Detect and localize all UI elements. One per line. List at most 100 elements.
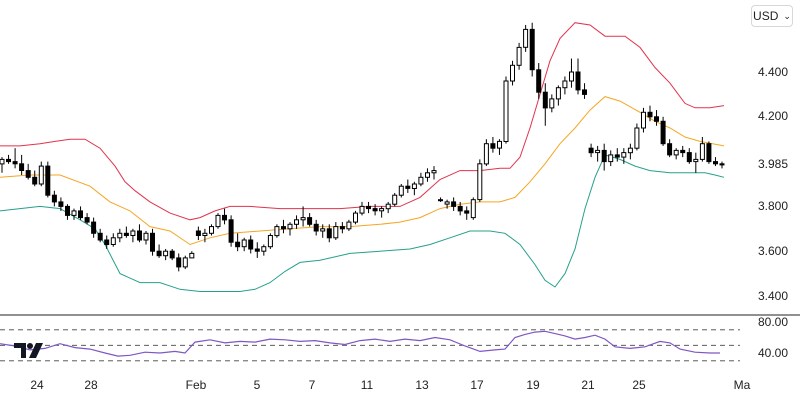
time-tick-label: 19 <box>526 378 540 392</box>
candle <box>228 215 234 247</box>
candle <box>274 224 280 238</box>
candle-body <box>510 64 515 82</box>
candle <box>405 179 411 193</box>
candle <box>601 143 607 171</box>
candle-body <box>575 71 581 91</box>
rsi-line <box>0 330 720 357</box>
candle-body <box>699 143 705 160</box>
candle <box>621 148 627 164</box>
time-tick-label: 25 <box>632 378 646 392</box>
candle-body <box>379 208 385 212</box>
candle <box>359 201 365 216</box>
candle-body <box>647 111 653 118</box>
candle-body <box>608 154 614 163</box>
candle-body <box>477 163 483 201</box>
price-tick-label: 3.800 <box>758 199 788 213</box>
time-tick-label: 21 <box>581 378 595 392</box>
candle-body <box>529 28 535 71</box>
candle <box>366 201 371 214</box>
candle-body <box>457 205 463 212</box>
candle-body <box>6 158 11 163</box>
candle <box>19 154 25 176</box>
candle <box>78 206 83 220</box>
candles <box>0 22 725 272</box>
candle <box>300 206 306 227</box>
candle <box>97 228 103 243</box>
price-axis: 4.400 4.200 3.985 3.800 3.600 3.400 <box>758 65 788 303</box>
candle-body <box>392 194 398 205</box>
candle-body <box>300 217 306 221</box>
time-tick-label: Feb <box>186 378 207 392</box>
candle-body <box>660 120 666 145</box>
candle <box>719 161 725 169</box>
candle-body <box>294 219 299 225</box>
candle <box>156 244 162 258</box>
candle <box>490 136 496 153</box>
candle <box>294 215 299 229</box>
candle-body <box>169 250 175 259</box>
candle-body <box>555 87 561 100</box>
candle <box>470 197 476 220</box>
candle-body <box>686 152 692 163</box>
candle-body <box>353 212 358 223</box>
candle <box>562 76 568 95</box>
candle-body <box>137 230 142 241</box>
time-tick-label: 11 <box>361 378 374 392</box>
candle-body <box>25 170 31 178</box>
candle <box>483 139 489 167</box>
time-tick-label: 5 <box>254 378 261 392</box>
candle-body <box>601 149 607 163</box>
candle-body <box>359 205 365 214</box>
candle <box>0 157 5 173</box>
candle-body <box>483 143 489 165</box>
candle-body <box>333 226 339 239</box>
candle <box>339 222 345 234</box>
candle-body <box>222 214 227 221</box>
candle-body <box>281 226 286 230</box>
candle-body <box>451 201 457 207</box>
candle-body <box>398 185 404 196</box>
candle <box>333 222 339 240</box>
candle-body <box>614 154 620 158</box>
rsi-tick-label: 40.00 <box>758 346 788 360</box>
time-tick-label: 13 <box>415 378 429 392</box>
candle <box>438 197 443 202</box>
candle <box>241 237 247 252</box>
candle <box>307 213 313 227</box>
candle <box>555 85 561 106</box>
candle <box>614 148 620 162</box>
candle-body <box>719 163 725 166</box>
candle-body <box>411 183 417 189</box>
candle <box>150 228 155 256</box>
candle <box>444 199 450 209</box>
candle-body <box>307 217 313 225</box>
candle-body <box>326 228 332 239</box>
candle-body <box>536 69 542 93</box>
currency-label: USD <box>753 9 779 23</box>
currency-selector[interactable]: USD ⌄ <box>751 5 793 27</box>
candle <box>582 83 587 99</box>
candle <box>464 206 470 220</box>
candle-body <box>241 239 247 248</box>
candle <box>529 22 535 77</box>
middle-band-line <box>0 96 725 246</box>
price-tick-label: 4.200 <box>758 109 788 123</box>
candle-body <box>117 232 123 239</box>
candle <box>143 231 149 245</box>
candle-body <box>163 250 169 257</box>
candle-body <box>405 185 411 189</box>
candle-body <box>490 143 496 149</box>
candle <box>497 139 502 155</box>
candle <box>411 181 417 196</box>
candle-body <box>228 219 234 243</box>
candle <box>627 143 633 160</box>
candle-body <box>497 140 502 149</box>
candle-body <box>32 176 38 185</box>
lower-band-line <box>0 154 725 292</box>
candle <box>104 235 110 249</box>
candle-body <box>366 205 371 210</box>
candle-body <box>130 230 136 236</box>
candle <box>647 105 653 122</box>
candle <box>693 152 699 173</box>
